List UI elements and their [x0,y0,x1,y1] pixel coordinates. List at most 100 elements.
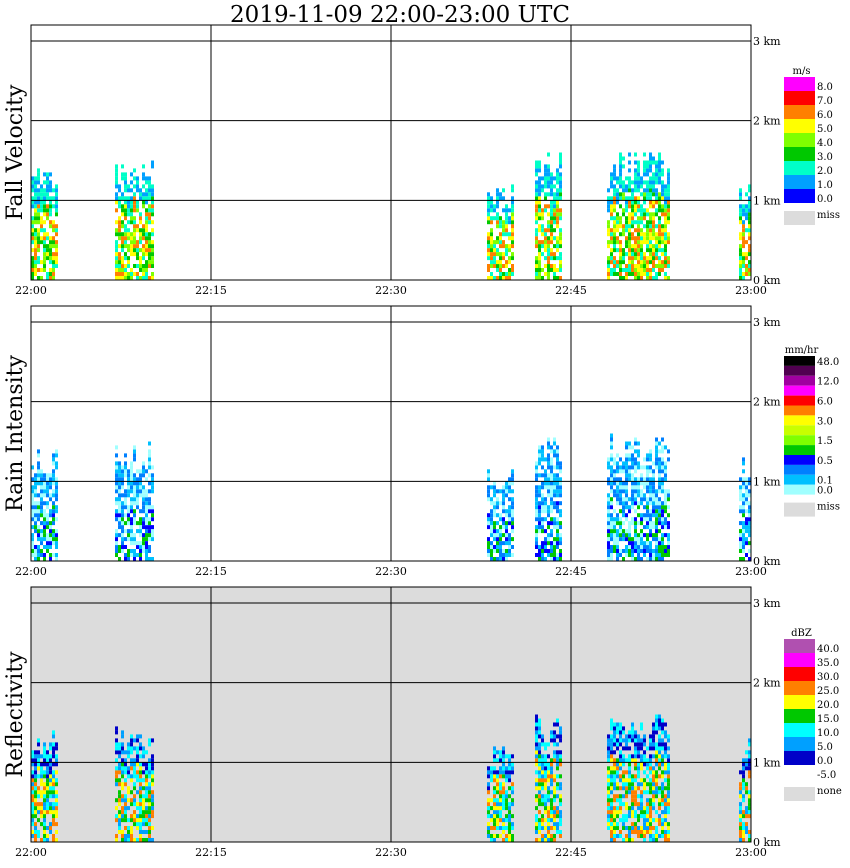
echo-cell [619,786,622,791]
echo-cell [547,220,550,225]
echo-cell [487,798,490,803]
echo-cell [625,240,628,245]
echo-cell [652,252,655,257]
echo-cell [658,236,661,241]
echo-cell [544,168,547,173]
echo-cell [148,196,151,201]
echo-cell [634,477,637,482]
echo-cell [151,477,154,482]
echo-cell [742,834,745,838]
echo-cell [649,260,652,265]
echo-cell [127,493,130,498]
echo-cell [139,260,142,265]
echo-cell [34,489,37,494]
echo-cell [37,501,40,506]
echo-cell [556,176,559,181]
echo-cell [541,774,544,779]
echo-cell [646,501,649,506]
echo-cell [505,766,508,771]
echo-cell [490,200,493,205]
echo-cell [49,553,52,557]
echo-cell [553,216,556,221]
echo-cell [52,256,55,261]
echo-cell [622,232,625,237]
echo-cell [631,188,634,193]
echo-cell [46,541,49,546]
legend-swatch [784,639,815,653]
echo-cell [46,754,49,759]
echo-cell [493,204,496,209]
echo-cell [625,220,628,225]
echo-cell [139,810,142,815]
echo-cell [613,208,616,213]
echo-cell [535,489,538,494]
echo-cell [637,168,640,173]
echo-cell [622,814,625,819]
echo-cell [658,477,661,482]
echo-cell [133,798,136,803]
echo-cell [505,232,508,237]
echo-cell [139,212,142,217]
echo-cell [34,188,37,193]
echo-cell [655,830,658,834]
echo-cell [652,220,655,225]
echo-cell [652,738,655,743]
echo-cell [655,445,658,450]
echo-cell [49,746,52,751]
echo-cell [121,750,124,755]
echo-cell [619,196,622,201]
echo-cell [661,465,664,470]
echo-cell [115,742,118,747]
echo-cell [739,208,742,213]
echo-cell [52,264,55,268]
echo-cell [646,758,649,763]
echo-cell [130,240,133,245]
echo-cell [619,830,622,834]
echo-cell [499,517,502,522]
echo-cell [490,806,493,811]
echo-cell [637,260,640,265]
echo-cell [625,786,628,791]
echo-cell [625,465,628,470]
echo-cell [640,216,643,221]
echo-cell [547,180,550,185]
echo-cell [49,541,52,546]
echo-cell [511,204,514,209]
echo-cell [619,485,622,490]
echo-cell [649,180,652,185]
echo-cell [46,252,49,257]
echo-cell [622,268,625,272]
echo-cell [487,493,490,498]
echo-cell [127,537,130,542]
echo-cell [745,786,748,791]
echo-cell [643,260,646,265]
legend-label: 48.0 [817,357,839,368]
echo-cell [634,200,637,205]
echo-cell [124,184,127,189]
echo-cell [55,810,58,815]
echo-cell [649,533,652,538]
echo-cell [631,798,634,803]
echo-cell [541,268,544,272]
echo-cell [646,188,649,193]
echo-cell [640,493,643,498]
echo-cell [667,264,670,268]
echo-cell [646,517,649,522]
echo-cell [742,549,745,553]
echo-cell [658,268,661,272]
echo-cell [115,501,118,506]
echo-cell [37,208,40,213]
echo-cell [43,236,46,241]
echo-cell [556,810,559,815]
echo-cell [631,738,634,743]
echo-cell [502,746,505,751]
echo-cell [46,826,49,830]
echo-cell [31,176,34,181]
legend-swatch [784,474,815,485]
echo-cell [655,236,658,241]
echo-cell [511,525,514,530]
x-tick-label: 22:00 [15,846,47,859]
echo-cell [52,509,55,514]
echo-cell [34,481,37,486]
echo-cell [547,457,550,462]
